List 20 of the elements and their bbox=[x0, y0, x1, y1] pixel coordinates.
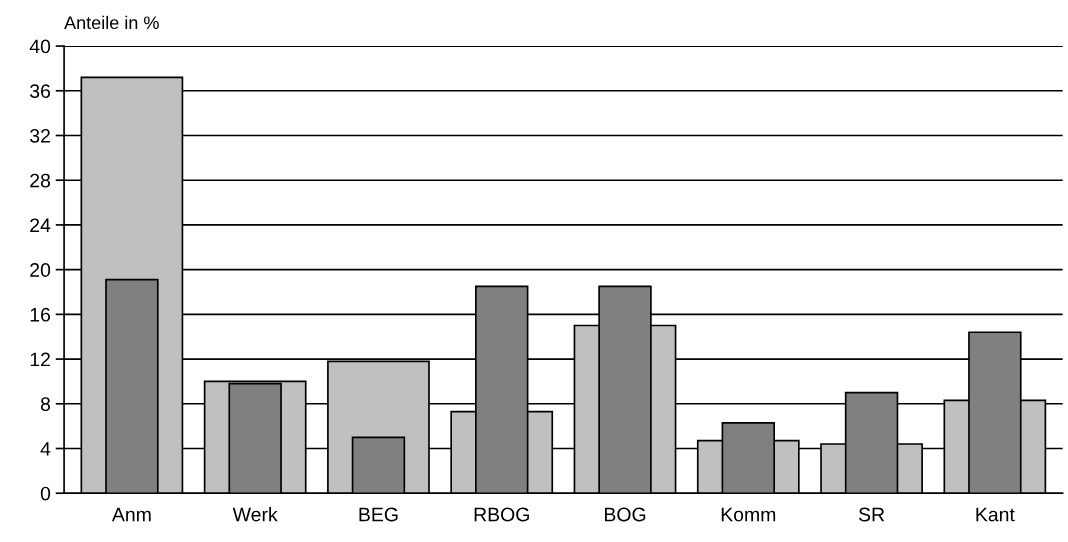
y-tick-label: 20 bbox=[30, 263, 51, 277]
y-tick-label: 40 bbox=[29, 39, 51, 54]
y-tick-label: 32 bbox=[30, 128, 50, 143]
y-axis-title: Anteile in % bbox=[64, 15, 159, 30]
y-tick-label: 4 bbox=[40, 442, 51, 456]
y-tick-label: 36 bbox=[30, 84, 51, 99]
x-tick-label: Anm bbox=[111, 507, 151, 522]
x-tick-label: Werk bbox=[232, 507, 278, 522]
y-tick-label: 24 bbox=[30, 218, 51, 232]
y-tick-label: 16 bbox=[30, 307, 51, 322]
x-tick-label: BEG bbox=[359, 507, 398, 522]
x-tick-label: RBOG bbox=[474, 507, 529, 522]
x-tick-label: SR bbox=[858, 507, 885, 522]
x-tick-label: Kant bbox=[976, 507, 1015, 522]
y-tick-label: 8 bbox=[40, 397, 51, 412]
y-tick-label: 0 bbox=[40, 486, 51, 501]
x-tick-label: BOG bbox=[605, 507, 646, 522]
y-tick-label: 28 bbox=[30, 173, 51, 188]
y-tick-label: 12 bbox=[30, 352, 50, 367]
x-tick-label: Komm bbox=[721, 507, 776, 522]
